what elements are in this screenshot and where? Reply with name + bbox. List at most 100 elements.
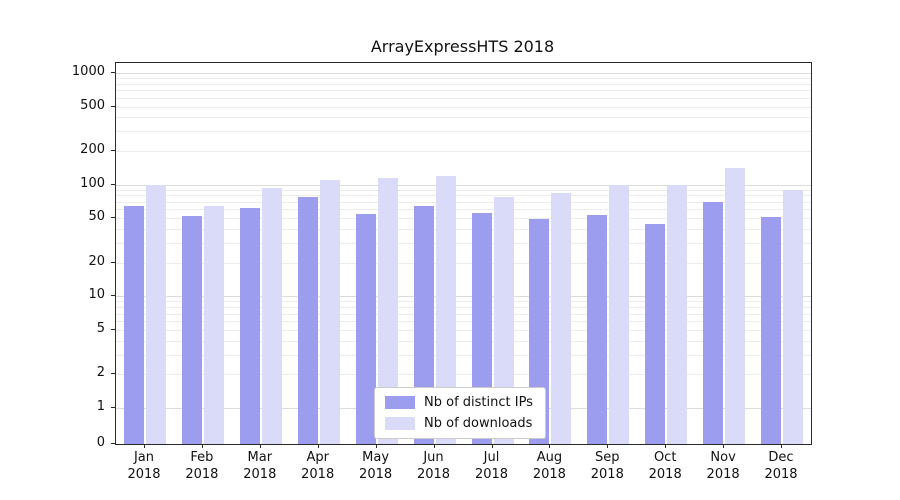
bar-downloads-apr	[319, 180, 340, 444]
y-axis-tick-mark	[111, 443, 115, 444]
gridline	[116, 321, 811, 323]
x-axis-tick-label: Jan 2018	[127, 450, 161, 482]
bar-downloads-oct	[667, 184, 688, 444]
gridline	[116, 313, 811, 315]
gridline	[116, 151, 811, 152]
bar-downloads-mar	[261, 188, 282, 444]
legend-label-distinct-ips: Nb of distinct IPs	[424, 395, 533, 410]
y-axis-tick-mark	[111, 373, 115, 375]
bar-distinct-ips-nov	[703, 201, 724, 444]
x-axis-tick-mark	[201, 444, 203, 448]
y-axis-tick-label: 100	[80, 175, 105, 191]
legend-swatch-downloads	[385, 417, 415, 430]
x-axis-tick-label: Dec 2018	[764, 450, 798, 482]
x-axis-tick-label: Jun 2018	[416, 450, 451, 482]
bar-downloads-sep	[609, 184, 630, 444]
x-axis-tick-label: May 2018	[359, 450, 393, 482]
x-axis-tick-mark	[375, 444, 377, 448]
gridline	[116, 195, 811, 197]
gridline	[116, 72, 811, 74]
x-axis-tick-mark	[433, 444, 435, 448]
y-axis-tick-mark	[111, 105, 115, 107]
chart-title: ArrayExpressHTS 2018	[370, 37, 555, 56]
bar-downloads-dec	[783, 189, 803, 444]
bar-downloads-aug	[551, 192, 572, 444]
gridline	[116, 189, 811, 191]
gridline	[116, 301, 811, 303]
gridline	[116, 354, 811, 356]
y-axis-tick-label: 0	[96, 435, 105, 450]
x-axis-tick-mark	[317, 444, 319, 448]
y-axis-tick-label: 10	[88, 287, 105, 303]
y-axis-tick-label: 1	[96, 399, 105, 414]
x-axis-tick-mark	[781, 444, 782, 448]
gridline	[116, 218, 811, 220]
y-axis-tick-mark	[111, 328, 115, 330]
x-axis-tick-label: Sep 2018	[590, 450, 624, 482]
bar-downloads-nov	[725, 168, 746, 444]
bar-downloads-feb	[203, 205, 224, 444]
bar-distinct-ips-apr	[297, 196, 318, 444]
y-axis-tick-label: 200	[80, 141, 105, 157]
y-axis-tick-mark	[111, 217, 115, 219]
legend-item-distinct-ips: Nb of distinct IPs	[385, 395, 533, 410]
legend-swatch-distinct-ips	[385, 396, 415, 409]
bar-distinct-ips-jan	[124, 205, 144, 444]
gridline	[116, 329, 811, 331]
gridline	[116, 296, 811, 298]
x-axis-tick-mark	[259, 444, 261, 448]
y-axis-tick-label: 5	[96, 320, 105, 336]
y-axis-tick-mark	[111, 71, 115, 73]
x-axis-tick-label: Feb 2018	[185, 450, 219, 482]
gridline	[116, 340, 811, 342]
bar-distinct-ips-dec	[761, 217, 781, 444]
bar-distinct-ips-may	[355, 213, 376, 444]
gridline	[116, 117, 811, 119]
x-axis-tick-label: Jul 2018	[474, 450, 509, 482]
y-axis-tick-label: 20	[88, 253, 105, 269]
gridline	[116, 201, 811, 203]
x-axis-tick-label: Nov 2018	[706, 450, 740, 482]
bar-distinct-ips-feb	[181, 216, 202, 444]
y-axis-tick-mark	[111, 295, 115, 297]
gridline	[116, 90, 811, 92]
bar-distinct-ips-jul	[471, 212, 492, 444]
x-axis-tick-label: Oct 2018	[648, 450, 682, 482]
x-axis-tick-mark	[607, 444, 609, 448]
y-axis-tick-mark	[111, 407, 115, 408]
x-axis-tick-label: Mar 2018	[243, 450, 277, 482]
x-axis-tick-mark	[491, 444, 493, 448]
gridline	[116, 262, 811, 264]
gridline	[116, 106, 811, 108]
x-axis-tick-mark	[665, 444, 667, 448]
gridline	[116, 307, 811, 309]
x-axis-tick-label: Apr 2018	[301, 450, 335, 482]
gridline	[116, 374, 811, 376]
legend-item-downloads: Nb of downloads	[385, 416, 533, 431]
gridline	[116, 209, 811, 211]
bar-downloads-jan	[146, 184, 166, 444]
legend-label-downloads: Nb of downloads	[424, 416, 533, 431]
x-axis-tick-mark	[723, 444, 725, 448]
gridline	[116, 243, 811, 244]
bar-distinct-ips-jun	[413, 206, 434, 444]
y-axis-tick-mark	[111, 149, 115, 151]
x-axis-tick-label: Aug 2018	[532, 450, 566, 482]
gridline	[116, 184, 811, 186]
bar-distinct-ips-mar	[239, 207, 260, 444]
bar-downloads-may	[377, 177, 398, 444]
bar-downloads-jun	[435, 175, 456, 444]
gridline	[116, 229, 811, 230]
y-axis-tick-label: 2	[96, 365, 105, 381]
y-axis-tick-label: 500	[80, 97, 105, 113]
legend: Nb of distinct IPs Nb of downloads	[374, 387, 546, 439]
y-axis-tick-mark	[111, 183, 115, 185]
y-axis-tick-label: 1000	[71, 63, 105, 79]
y-axis-tick-label: 50	[88, 209, 105, 225]
gridline	[116, 97, 811, 99]
y-axis-tick-mark	[111, 261, 115, 263]
bar-distinct-ips-oct	[645, 224, 666, 444]
plot-area: Nb of distinct IPs Nb of downloads	[115, 62, 812, 445]
gridline	[116, 83, 811, 85]
